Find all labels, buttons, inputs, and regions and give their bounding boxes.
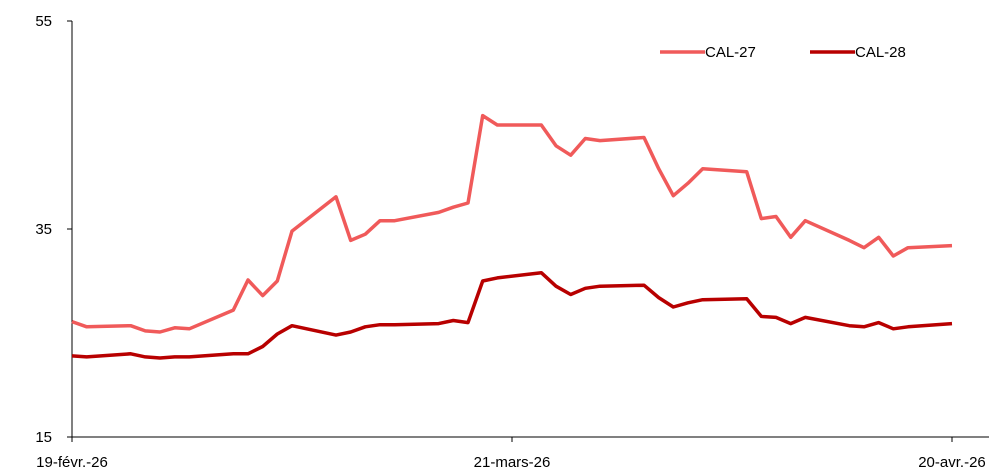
legend: CAL-27 CAL-28 [660,44,906,61]
x-tick-label-2: 21-mars-26 [474,454,551,471]
x-tick-label-3: 20-avr.-26 [918,454,986,471]
series-line-cal-28 [71,270,953,360]
series-layer [71,113,953,360]
y-tick-label-55: 55 [35,13,52,30]
legend-label-cal-28: CAL-28 [855,44,906,61]
series-line-cal-27 [71,113,953,334]
y-tick-label-35: 35 [35,221,52,238]
plot-area [67,20,989,442]
y-tick-label-15: 15 [35,429,52,446]
legend-label-cal-27: CAL-27 [705,44,756,61]
x-tick-label-1: 19-févr.-26 [36,454,108,471]
